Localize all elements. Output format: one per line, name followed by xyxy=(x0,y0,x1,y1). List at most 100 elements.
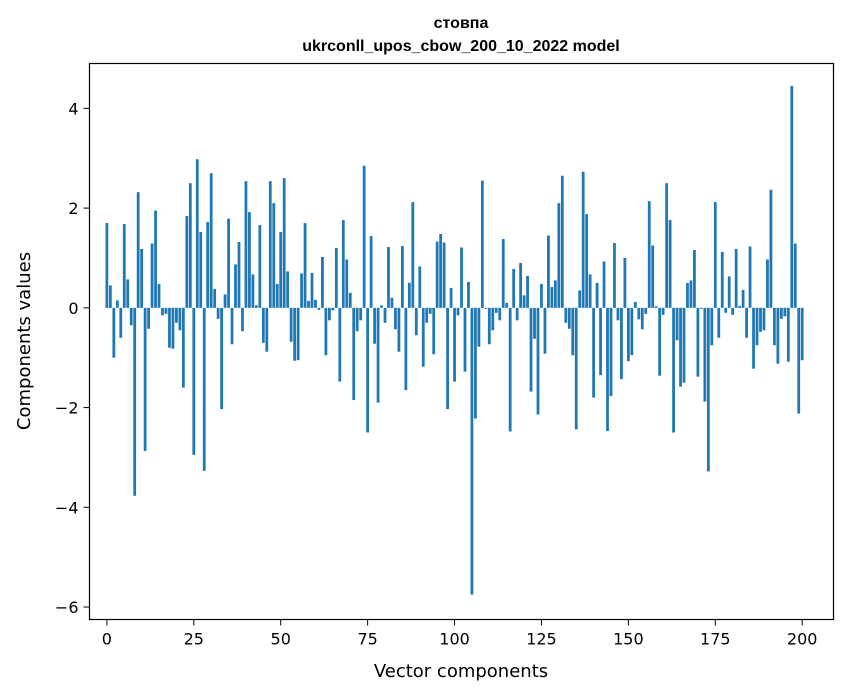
bar xyxy=(557,203,561,308)
bar xyxy=(491,307,495,331)
bar xyxy=(773,307,776,346)
bar xyxy=(793,243,797,308)
bar xyxy=(675,307,679,341)
bar xyxy=(623,257,627,308)
bar xyxy=(411,202,415,308)
x-tick-label: 150 xyxy=(613,630,644,649)
bar xyxy=(108,285,112,308)
bar xyxy=(317,307,321,310)
bar xyxy=(227,218,230,308)
bar xyxy=(324,307,328,356)
bar xyxy=(755,307,759,346)
bar xyxy=(216,307,220,319)
bar xyxy=(265,307,269,352)
bar xyxy=(373,307,376,344)
bar xyxy=(759,307,762,332)
bar xyxy=(241,307,244,332)
bar xyxy=(178,307,182,331)
bar xyxy=(122,224,126,308)
bar xyxy=(328,307,331,321)
bar xyxy=(738,305,742,308)
bar xyxy=(779,307,783,319)
bar xyxy=(658,307,662,376)
bar xyxy=(307,300,310,308)
bar xyxy=(578,290,582,308)
bar xyxy=(435,241,439,308)
bar xyxy=(637,307,641,320)
bar xyxy=(734,249,738,308)
bar xyxy=(421,307,425,367)
bar xyxy=(171,307,175,349)
x-tick-label: 125 xyxy=(526,630,557,649)
bar xyxy=(404,307,408,391)
bar xyxy=(453,307,456,382)
x-tick-label: 200 xyxy=(787,630,818,649)
bar xyxy=(519,262,522,308)
bar xyxy=(609,307,613,397)
bar xyxy=(362,165,366,308)
bar xyxy=(536,307,540,415)
y-tick-label: −4 xyxy=(55,498,79,517)
bar xyxy=(261,307,265,343)
bar xyxy=(467,281,470,308)
bar xyxy=(515,307,519,321)
bar xyxy=(498,307,502,321)
bar xyxy=(484,307,488,309)
bar xyxy=(300,273,303,308)
bar xyxy=(474,307,477,419)
bar xyxy=(703,307,707,402)
bar xyxy=(206,222,210,308)
bar xyxy=(512,268,516,308)
bar xyxy=(282,178,286,308)
bar xyxy=(390,297,394,308)
bar xyxy=(175,307,178,323)
bar xyxy=(397,307,401,352)
bar xyxy=(150,243,154,308)
x-tick-label: 75 xyxy=(357,630,377,649)
bar xyxy=(693,250,696,308)
bar xyxy=(446,307,449,410)
bar xyxy=(209,173,213,308)
bar xyxy=(668,220,672,308)
bar xyxy=(748,246,752,308)
bar xyxy=(331,307,335,311)
bar xyxy=(126,279,130,308)
bar xyxy=(345,259,349,308)
bar xyxy=(248,212,251,308)
bar xyxy=(192,307,196,455)
chart-subtitle: ukrconll_upos_cbow_200_10_2022 model xyxy=(302,38,619,55)
bar xyxy=(414,307,418,336)
bar xyxy=(272,203,276,308)
bar xyxy=(195,159,199,308)
bar xyxy=(244,181,248,308)
bar xyxy=(745,307,748,338)
bar xyxy=(522,295,526,308)
bar xyxy=(161,307,164,316)
bar xyxy=(425,307,429,323)
bar xyxy=(286,271,290,308)
bar xyxy=(112,307,116,358)
bar xyxy=(543,307,547,354)
bar xyxy=(314,299,317,308)
bar xyxy=(303,223,307,308)
bar xyxy=(599,307,602,376)
bar xyxy=(369,236,373,308)
bar xyxy=(213,288,217,308)
bar xyxy=(633,301,637,308)
bar xyxy=(654,306,658,308)
bar xyxy=(585,214,589,308)
bar xyxy=(606,307,609,432)
bar xyxy=(136,192,140,308)
bar xyxy=(640,307,644,330)
bar xyxy=(279,232,283,308)
bar xyxy=(220,307,223,410)
bar xyxy=(550,286,554,308)
y-tick-label: −6 xyxy=(55,598,79,617)
bar xyxy=(234,264,237,308)
bar xyxy=(533,307,536,339)
bar xyxy=(741,289,745,308)
bar xyxy=(487,307,491,345)
bar xyxy=(133,307,137,496)
bar xyxy=(571,307,575,356)
bar xyxy=(477,307,481,347)
